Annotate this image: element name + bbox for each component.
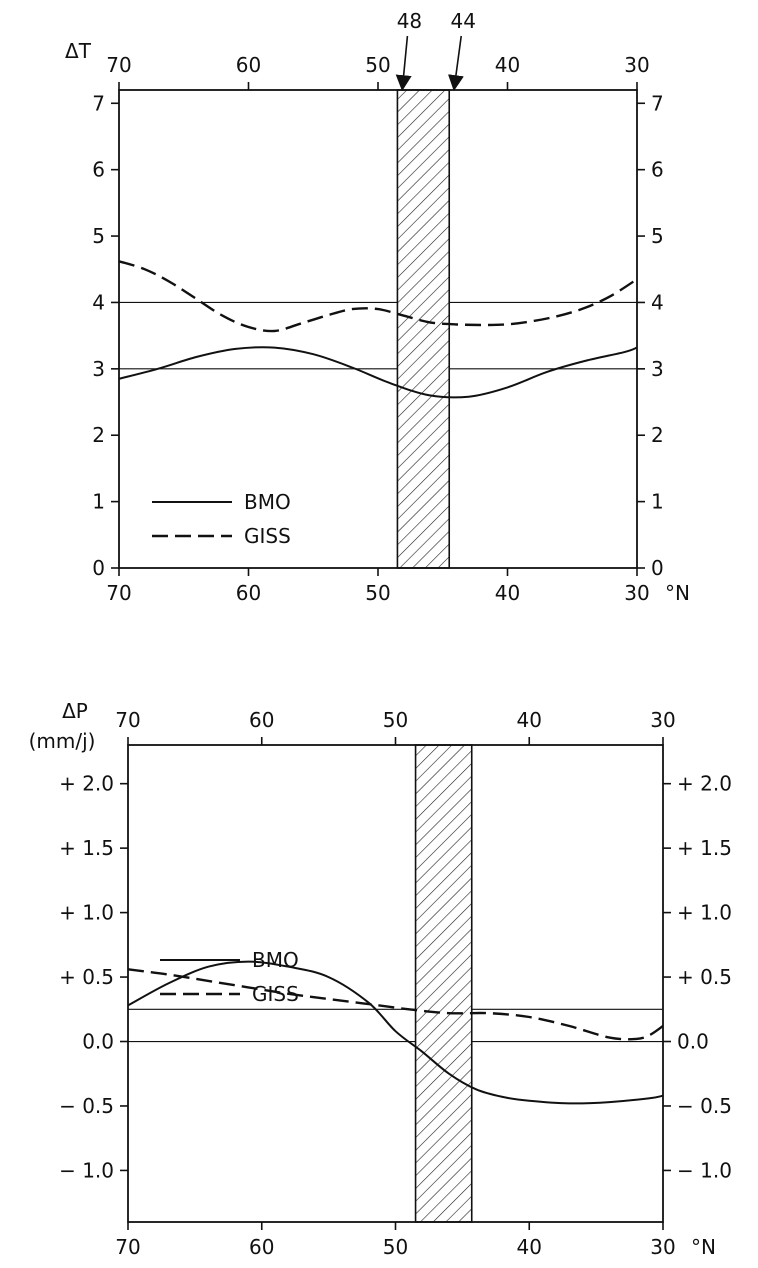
y-tick-label-left: 4: [92, 290, 105, 314]
x-tick-label-bottom: 50: [383, 1235, 408, 1259]
y-tick-label-left: 0.0: [82, 1030, 114, 1054]
band-arrow-label-44: 44: [450, 9, 475, 33]
legend-label-bmo: BMO: [244, 490, 291, 514]
x-tick-label-bottom: 30: [624, 581, 649, 605]
band-arrow-label-48: 48: [397, 9, 422, 33]
x-tick-label-top: 60: [249, 708, 274, 732]
legend-label-giss: GISS: [244, 524, 291, 548]
x-tick-label-bottom: 70: [115, 1235, 140, 1259]
series-line-bmo: [118, 346, 638, 399]
y-tick-label-right: 0.0: [677, 1030, 709, 1054]
y-axis-title: ΔP: [62, 699, 88, 723]
x-tick-label-top: 40: [517, 708, 542, 732]
y-tick-label-right: + 1.5: [677, 836, 732, 860]
y-tick-label-right: 1: [651, 490, 664, 514]
y-tick-label-right: 2: [651, 423, 664, 447]
band-arrow-48: [395, 35, 412, 92]
hatched-band: [414, 744, 473, 1223]
x-tick-label-bottom: 70: [106, 581, 131, 605]
x-tick-label-top: 40: [495, 53, 520, 77]
legend-label-bmo: BMO: [252, 948, 299, 972]
x-tick-label-bottom: 60: [236, 581, 261, 605]
y-tick-label-left: − 1.0: [59, 1158, 114, 1182]
y-tick-label-right: + 1.0: [677, 901, 732, 925]
x-tick-label-bottom: 40: [517, 1235, 542, 1259]
y-tick-label-left: 0: [92, 556, 105, 580]
y-tick-label-right: + 0.5: [677, 965, 732, 989]
x-tick-label-bottom: 30: [650, 1235, 675, 1259]
plot-frame: [118, 89, 638, 569]
y-tick-label-right: 5: [651, 224, 664, 248]
y-tick-label-left: 3: [92, 357, 105, 381]
y-axis-unit: (mm/j): [29, 729, 96, 753]
y-tick-label-left: + 1.5: [59, 836, 114, 860]
x-tick-label-top: 70: [115, 708, 140, 732]
legend-label-giss: GISS: [252, 982, 299, 1006]
x-axis-unit: °N: [691, 1235, 716, 1259]
y-tick-label-left: + 2.0: [59, 772, 114, 796]
x-tick-label-top: 60: [236, 53, 261, 77]
y-tick-label-left: + 1.0: [59, 901, 114, 925]
precipitation-chart: 70 70 60 60 50 50 40 40 30 30 °N + 2.0 + 2.0 + 1.5 + 1…: [29, 699, 732, 1259]
y-axis-title: ΔT: [65, 39, 92, 63]
x-tick-label-bottom: 60: [249, 1235, 274, 1259]
plot-frame: [127, 744, 664, 1223]
y-tick-label-left: 6: [92, 158, 105, 182]
y-tick-label-right: 4: [651, 290, 664, 314]
x-tick-label-top: 30: [650, 708, 675, 732]
series-line-giss: [127, 968, 664, 1041]
x-tick-label-top: 50: [383, 708, 408, 732]
y-tick-label-right: 3: [651, 357, 664, 381]
x-tick-label-bottom: 40: [495, 581, 520, 605]
y-tick-label-right: − 0.5: [677, 1094, 732, 1118]
y-tick-label-right: 6: [651, 158, 664, 182]
y-tick-label-left: − 0.5: [59, 1094, 114, 1118]
y-tick-label-left: 7: [92, 91, 105, 115]
y-tick-label-right: − 1.0: [677, 1158, 732, 1182]
series-line-bmo: [127, 960, 664, 1105]
y-tick-label-left: + 0.5: [59, 965, 114, 989]
x-tick-label-top: 50: [365, 53, 390, 77]
y-tick-label-right: + 2.0: [677, 772, 732, 796]
series-line-giss: [118, 260, 638, 333]
x-tick-label-top: 30: [624, 53, 649, 77]
y-tick-label-right: 0: [651, 556, 664, 580]
band-arrow-44: [448, 35, 464, 92]
y-tick-label-left: 2: [92, 423, 105, 447]
x-tick-label-bottom: 50: [365, 581, 390, 605]
y-tick-label-left: 1: [92, 490, 105, 514]
y-tick-label-right: 7: [651, 91, 664, 115]
x-axis-unit: °N: [665, 581, 690, 605]
x-tick-label-top: 70: [106, 53, 131, 77]
hatched-band: [396, 89, 451, 569]
y-tick-label-left: 5: [92, 224, 105, 248]
